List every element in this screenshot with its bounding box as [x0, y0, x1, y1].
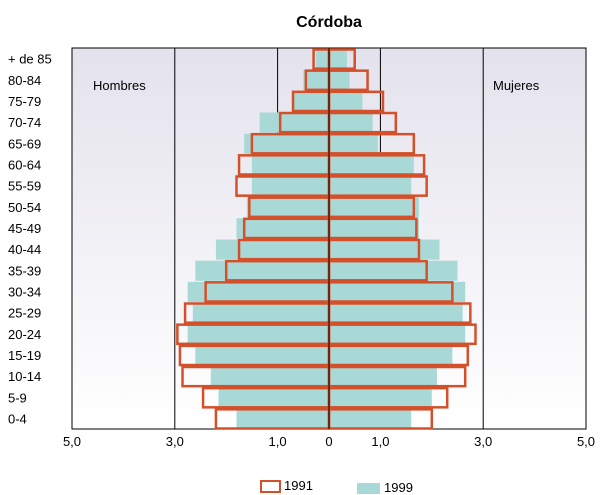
bar-1999-men: [246, 197, 329, 218]
x-tick-label: 3,0: [166, 434, 184, 449]
legend: 1991 1999: [260, 478, 413, 495]
y-tick-label: 30-34: [8, 284, 41, 299]
y-tick-label: 25-29: [8, 306, 41, 321]
y-tick-label: 5-9: [8, 390, 27, 405]
legend-label-1999: 1999: [384, 480, 413, 495]
bar-1999-men: [210, 366, 329, 387]
y-tick-label: 0-4: [8, 411, 27, 426]
y-tick-label: 40-44: [8, 242, 41, 257]
x-tick-label: 3,0: [474, 434, 492, 449]
bar-1999-women: [329, 408, 412, 429]
series-1999-bars: [187, 49, 466, 429]
bar-1999-women: [329, 324, 466, 345]
bar-1999-women: [329, 154, 414, 175]
y-tick-label: 10-14: [8, 369, 41, 384]
bar-1999-men: [215, 239, 329, 260]
bar-1999-women: [329, 49, 347, 70]
y-tick-label: 70-74: [8, 115, 41, 130]
y-axis-labels: + de 85 80-84 75-79 70-74 65-69 60-64 55-59 50-…: [8, 52, 52, 427]
x-tick-label: 1,0: [371, 434, 389, 449]
chart-title: Córdoba: [296, 14, 362, 31]
y-tick-label: 55-59: [8, 179, 41, 194]
bar-1999-women: [329, 281, 466, 302]
bar-1999-men: [303, 70, 329, 91]
bar-1999-women: [329, 345, 453, 366]
y-tick-label: 15-19: [8, 348, 41, 363]
y-tick-label: 45-49: [8, 221, 41, 236]
x-tick-label: 1,0: [269, 434, 287, 449]
y-tick-label: 50-54: [8, 200, 41, 215]
bar-1999-women: [329, 176, 412, 197]
y-tick-label: 65-69: [8, 136, 41, 151]
hombres-label: Hombres: [93, 78, 146, 93]
bar-1999-men: [259, 112, 329, 133]
bar-1999-women: [329, 239, 440, 260]
x-axis-labels: 5,0 3,0 1,0 0 1,0 3,0 5,0: [63, 434, 595, 449]
bar-1999-men: [195, 345, 329, 366]
legend-label-1991: 1991: [284, 478, 313, 493]
bar-1999-men: [316, 49, 329, 70]
mujeres-label: Mujeres: [493, 78, 540, 93]
y-tick-label: 75-79: [8, 94, 41, 109]
bar-1999-men: [293, 91, 329, 112]
bar-1999-men: [236, 218, 329, 239]
bar-1999-women: [329, 260, 458, 281]
bar-1999-men: [218, 387, 329, 408]
bar-1999-men: [187, 324, 329, 345]
legend-swatch-1991: [260, 480, 281, 493]
y-tick-label: 35-39: [8, 263, 41, 278]
bar-1999-women: [329, 197, 419, 218]
x-tick-label: 5,0: [577, 434, 595, 449]
bar-1999-men: [251, 154, 329, 175]
bar-1999-women: [329, 91, 363, 112]
bar-1999-women: [329, 387, 432, 408]
legend-swatch-1999: [357, 483, 380, 494]
bar-1999-women: [329, 218, 419, 239]
bar-1999-men: [251, 176, 329, 197]
bar-1999-men: [187, 281, 329, 302]
bar-1999-men: [236, 408, 329, 429]
bar-1999-women: [329, 366, 437, 387]
y-tick-label: 80-84: [8, 73, 41, 88]
bar-1999-men: [244, 133, 329, 154]
x-tick-label: 0: [325, 434, 332, 449]
bar-1999-men: [192, 303, 329, 324]
y-tick-label: + de 85: [8, 52, 52, 67]
y-tick-label: 20-24: [8, 327, 41, 342]
y-tick-label: 60-64: [8, 157, 41, 172]
bar-1999-women: [329, 303, 463, 324]
x-tick-label: 5,0: [63, 434, 81, 449]
bar-1999-women: [329, 112, 373, 133]
bar-1999-women: [329, 70, 350, 91]
bar-1999-women: [329, 133, 378, 154]
bar-1999-men: [195, 260, 329, 281]
